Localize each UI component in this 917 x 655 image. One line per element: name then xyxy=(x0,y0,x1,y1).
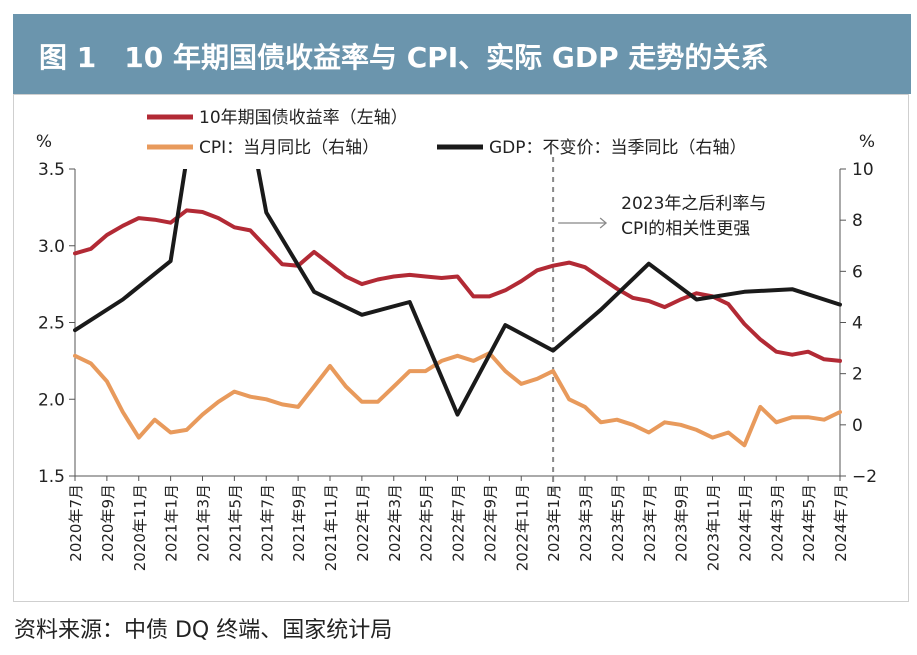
x-tick-label: 2021年11月 xyxy=(322,484,340,571)
right-tick-label: 8 xyxy=(852,211,863,231)
x-tick-label: 2022年11月 xyxy=(513,484,531,571)
legend-label: GDP：不变价：当季同比（右轴） xyxy=(489,138,747,158)
x-tick-label: 2023年11月 xyxy=(705,484,723,571)
legend-label: 10年期国债收益率（左轴） xyxy=(199,108,408,128)
x-tick-label: 2023年7月 xyxy=(641,484,659,562)
x-tick-label: 2022年7月 xyxy=(450,484,468,562)
source-note: 资料来源：中债 DQ 终端、国家统计局 xyxy=(14,618,393,643)
right-tick-label: −2 xyxy=(852,467,877,487)
x-tick-label: 2023年1月 xyxy=(545,484,563,562)
x-tick-label: 2023年3月 xyxy=(577,484,595,562)
series-line-2 xyxy=(73,351,842,448)
x-tick-label: 2021年9月 xyxy=(290,484,308,562)
chart-frame: %% 1.5 2.0 2.5 3.0 3.5 −2 0 2 4 6 8 10 2020年7月 2020年9月… xyxy=(13,94,909,602)
right-tick-label: 6 xyxy=(852,262,863,282)
x-tick-label: 2021年1月 xyxy=(163,484,181,562)
title-bar: 图 1 10 年期国债收益率与 CPI、实际 GDP 走势的关系 xyxy=(13,14,911,94)
left-tick-label: 2.5 xyxy=(38,314,65,334)
x-tick-label: 2024年1月 xyxy=(736,484,754,562)
x-tick-label: 2024年7月 xyxy=(832,484,850,562)
x-tick-label: 2021年3月 xyxy=(195,484,213,562)
x-tick-label: 2020年11月 xyxy=(131,484,149,571)
x-tick-label: 2023年5月 xyxy=(609,484,627,562)
annotation-arrow-head xyxy=(599,217,608,229)
left-tick-label: 2.0 xyxy=(38,390,65,410)
right-tick-label: 0 xyxy=(852,416,863,436)
x-tick-label: 2021年7月 xyxy=(258,484,276,562)
annotation-text: CPI的相关性更强 xyxy=(621,219,750,239)
x-tick-label: 2020年9月 xyxy=(99,484,117,562)
x-tick-label: 2022年1月 xyxy=(354,484,372,562)
left-axis-unit: % xyxy=(36,132,52,152)
x-tick-label: 2021年5月 xyxy=(226,484,244,562)
series-line-3 xyxy=(73,169,842,417)
x-tick-label: 2023年9月 xyxy=(673,484,691,562)
annotation-text: 2023年之后利率与 xyxy=(621,194,766,214)
chart-title: 图 1 10 年期国债收益率与 CPI、实际 GDP 走势的关系 xyxy=(39,41,769,74)
x-tick-label: 2022年5月 xyxy=(418,484,436,562)
x-tick-label: 2020年7月 xyxy=(67,484,85,562)
x-tick-label: 2024年5月 xyxy=(800,484,818,562)
left-tick-label: 3.5 xyxy=(38,160,65,180)
x-tick-label: 2022年3月 xyxy=(386,484,404,562)
line-chart: % % 1.5 2.0 2.5 3.0 3.5 −2 0 2 4 6 8 10 2020年7月 2020年9月… xyxy=(36,108,877,571)
x-tick-label: 2022年9月 xyxy=(481,484,499,562)
left-tick-label: 3.0 xyxy=(38,237,65,257)
right-tick-label: 2 xyxy=(852,365,863,385)
legend-label: CPI：当月同比（右轴） xyxy=(199,138,379,158)
right-tick-label: 4 xyxy=(852,314,863,334)
left-tick-label: 1.5 xyxy=(38,467,65,487)
x-tick-label: 2024年3月 xyxy=(768,484,786,562)
right-axis-unit: % xyxy=(859,132,875,152)
right-tick-label: 10 xyxy=(852,160,874,180)
